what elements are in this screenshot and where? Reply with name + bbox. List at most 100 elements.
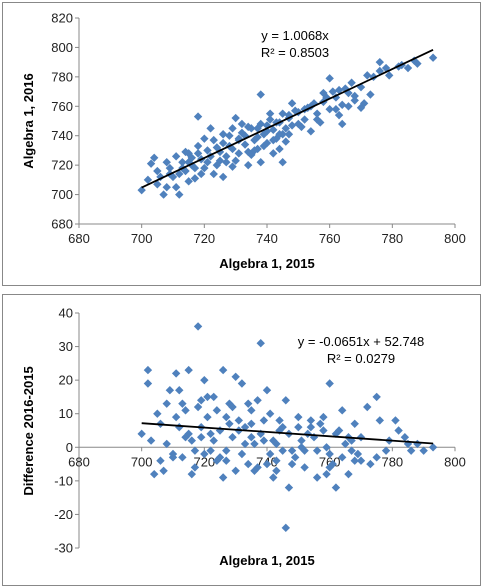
- data-point: [200, 134, 209, 143]
- data-point: [234, 149, 243, 158]
- data-point: [212, 406, 222, 415]
- data-point: [400, 433, 410, 442]
- x-tick-label: 740: [256, 231, 278, 246]
- data-point: [275, 416, 284, 425]
- data-point: [240, 140, 250, 149]
- data-point: [287, 99, 297, 108]
- data-point: [181, 406, 190, 415]
- data-point: [175, 386, 184, 395]
- data-point: [269, 473, 278, 482]
- data-point: [171, 412, 181, 422]
- data-point: [259, 436, 269, 445]
- data-point: [344, 102, 353, 111]
- data-point: [178, 399, 187, 408]
- data-point: [209, 436, 218, 445]
- data-point: [265, 109, 275, 118]
- data-point: [291, 106, 300, 115]
- data-point: [150, 469, 159, 479]
- data-point: [306, 127, 316, 136]
- data-point: [250, 466, 259, 475]
- data-point: [375, 416, 384, 425]
- data-point: [193, 149, 203, 158]
- data-point: [250, 135, 259, 145]
- data-point: [306, 416, 316, 425]
- data-point: [275, 130, 284, 139]
- data-point: [328, 459, 337, 469]
- data-point: [319, 88, 328, 98]
- data-point: [218, 365, 228, 375]
- x-tick-label: 680: [68, 454, 90, 469]
- data-point: [281, 523, 290, 533]
- y-tick-label: 760: [51, 99, 73, 114]
- data-point: [372, 453, 381, 462]
- data-point: [312, 109, 322, 118]
- data-point: [231, 466, 240, 475]
- data-point: [338, 100, 347, 110]
- data-point: [175, 190, 184, 199]
- data-point: [222, 158, 231, 167]
- data-point: [269, 149, 278, 158]
- data-point: [250, 146, 259, 155]
- data-point: [200, 375, 209, 385]
- data-point: [269, 135, 278, 145]
- data-point: [366, 90, 375, 99]
- x-tick-label: 680: [68, 231, 90, 246]
- data-point: [203, 392, 212, 402]
- data-point: [331, 483, 341, 492]
- data-point: [156, 456, 165, 465]
- data-point: [275, 144, 284, 154]
- data-point: [203, 412, 212, 422]
- trendline-equation: y = 1.0068x: [261, 28, 329, 43]
- data-point: [150, 153, 159, 162]
- y-tick-label: 780: [51, 69, 73, 84]
- data-point: [259, 141, 269, 151]
- data-point: [366, 459, 375, 469]
- data-point: [350, 419, 359, 428]
- data-point: [197, 433, 206, 442]
- trend-line: [141, 422, 434, 445]
- data-point: [175, 422, 184, 432]
- data-point: [175, 169, 184, 179]
- data-point: [165, 386, 175, 395]
- data-point: [247, 406, 256, 415]
- trend-line: [141, 48, 434, 189]
- data-point: [146, 436, 156, 445]
- x-tick-label: 700: [131, 231, 153, 246]
- data-point: [190, 446, 200, 455]
- y-tick-label: 10: [59, 406, 73, 421]
- chart-panel-2: -30-20-10010203040680700720740760780800y…: [2, 294, 481, 586]
- y-tick-label: 30: [59, 339, 73, 354]
- data-point: [259, 130, 269, 139]
- data-point: [350, 91, 359, 101]
- data-point: [265, 115, 275, 124]
- data-point: [356, 456, 366, 465]
- data-point: [316, 118, 325, 127]
- data-point: [319, 426, 328, 435]
- data-point: [250, 439, 259, 449]
- data-point: [171, 183, 181, 192]
- data-point: [228, 433, 237, 442]
- data-point: [225, 131, 234, 140]
- x-axis-title: Algebra 1, 2015: [219, 553, 314, 568]
- data-point: [281, 137, 290, 146]
- data-point: [334, 110, 344, 120]
- data-point: [341, 439, 350, 449]
- data-point: [284, 130, 294, 139]
- data-point: [231, 372, 240, 381]
- data-point: [218, 172, 228, 182]
- data-point: [200, 449, 209, 459]
- data-point: [190, 463, 200, 472]
- data-point: [325, 379, 334, 388]
- x-tick-label: 700: [131, 454, 153, 469]
- data-point: [363, 402, 372, 412]
- data-point: [193, 322, 203, 331]
- trendline-r-squared: R² = 0.8503: [261, 45, 329, 60]
- data-point: [265, 449, 275, 459]
- data-point: [350, 456, 359, 465]
- data-point: [244, 399, 253, 408]
- data-point: [228, 162, 237, 171]
- data-point: [231, 156, 240, 165]
- data-point: [181, 147, 190, 157]
- data-point: [262, 127, 272, 136]
- data-point: [391, 416, 400, 425]
